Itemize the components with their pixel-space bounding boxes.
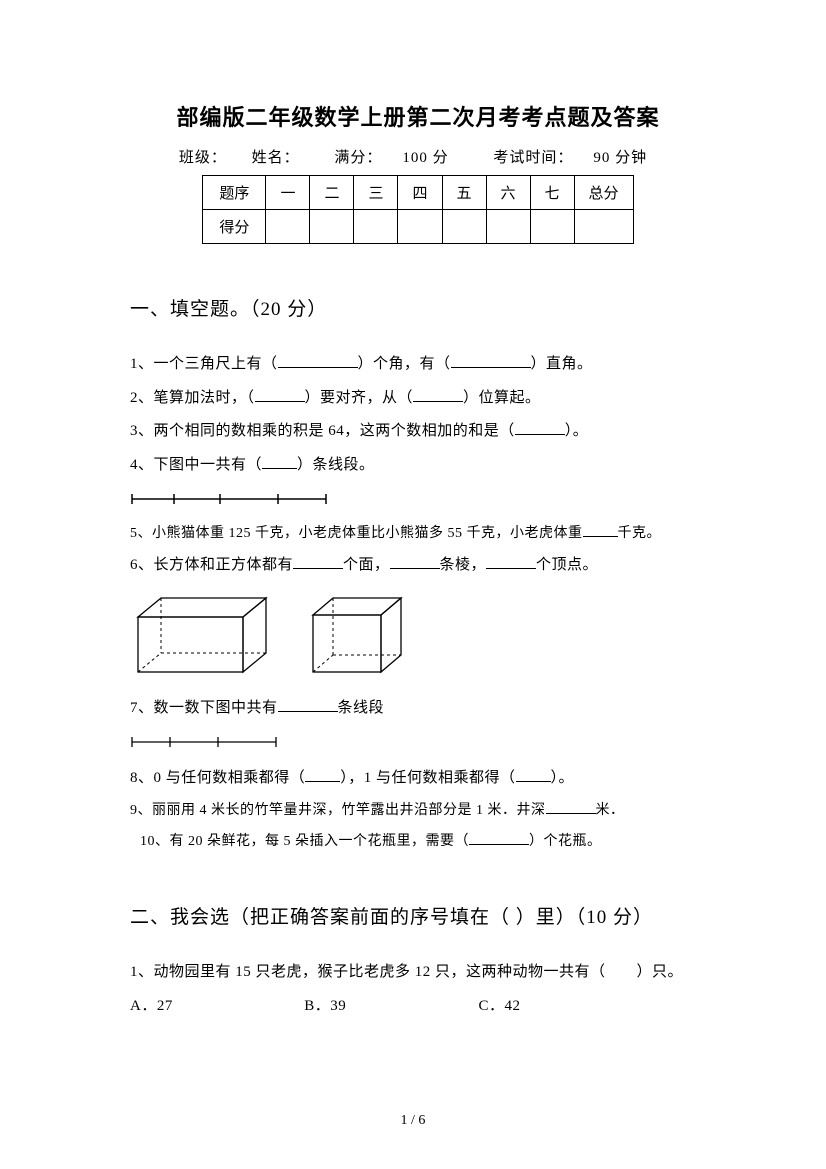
q6: 6、长方体和正方体都有个面，条棱，个顶点。 [130,550,706,582]
q4-figure [130,489,706,505]
cuboid-icon [135,595,270,675]
q6-figure [130,595,706,675]
section2-title: 二、我会选（把正确答案前面的序号填在（ ）里）（10 分） [130,902,706,929]
exam-time: 考试时间：90 分钟 [483,150,657,166]
table-header-row: 题序 一 二 三 四 五 六 七 总分 [203,176,633,210]
score-table: 题序 一 二 三 四 五 六 七 总分 得分 [202,175,633,244]
opt-b: B．39 [304,994,474,1015]
th-3: 三 [354,176,398,210]
th-2: 二 [310,176,354,210]
cell [266,210,310,244]
q8: 8、0 与任何数相乘都得（），1 与任何数相乘都得（）。 [130,763,706,795]
name-label: 姓名： [252,150,300,166]
q7-figure [130,733,706,749]
page-number: 1 / 6 [0,1113,826,1129]
th-6: 六 [486,176,530,210]
opt-c: C．42 [479,994,521,1015]
th-5: 五 [442,176,486,210]
q1: 1、一个三角尺上有（）个角，有（）直角。 [130,349,706,381]
s2-q1-options: A．27 B．39 C．42 [130,994,706,1015]
q7: 7、数一数下图中共有条线段 [130,693,706,725]
row2-label: 得分 [203,210,266,244]
th-7: 七 [530,176,574,210]
document-title: 部编版二年级数学上册第二次月考考点题及答案 [130,100,706,132]
cell [574,210,633,244]
cell [486,210,530,244]
q4: 4、下图中一共有（）条线段。 [130,450,706,482]
cell [442,210,486,244]
cell [530,210,574,244]
q9: 9、丽丽用 4 米长的竹竿量井深，竹竿露出井沿部分是 1 米．井深米． [130,796,706,827]
cell [398,210,442,244]
q10: 10、有 20 朵鲜花，每 5 朵插入一个花瓶里，需要（）个花瓶。 [130,827,706,858]
q5: 5、小熊猫体重 125 千克，小老虎体重比小熊猫多 55 千克，小老虎体重千克。 [130,519,706,550]
cube-icon [310,595,405,675]
cell [354,210,398,244]
section1-title: 一、填空题。（20 分） [130,294,706,321]
table-score-row: 得分 [203,210,633,244]
th-8: 总分 [574,176,633,210]
class-label: 班级： [179,150,227,166]
s2-q1: 1、动物园里有 15 只老虎，猴子比老虎多 12 只，这两种动物一共有（ ）只。 [130,957,706,989]
meta-line: 班级： 姓名： 满分：100 分 考试时间：90 分钟 [130,146,706,167]
th-0: 题序 [203,176,266,210]
q2: 2、笔算加法时，（）要对齐，从（）位算起。 [130,383,706,415]
opt-a: A．27 [130,994,300,1015]
fullmark: 满分：100 分 [324,150,458,166]
q3: 3、两个相同的数相乘的积是 64，这两个数相加的和是（）。 [130,416,706,448]
th-4: 四 [398,176,442,210]
th-1: 一 [266,176,310,210]
cell [310,210,354,244]
